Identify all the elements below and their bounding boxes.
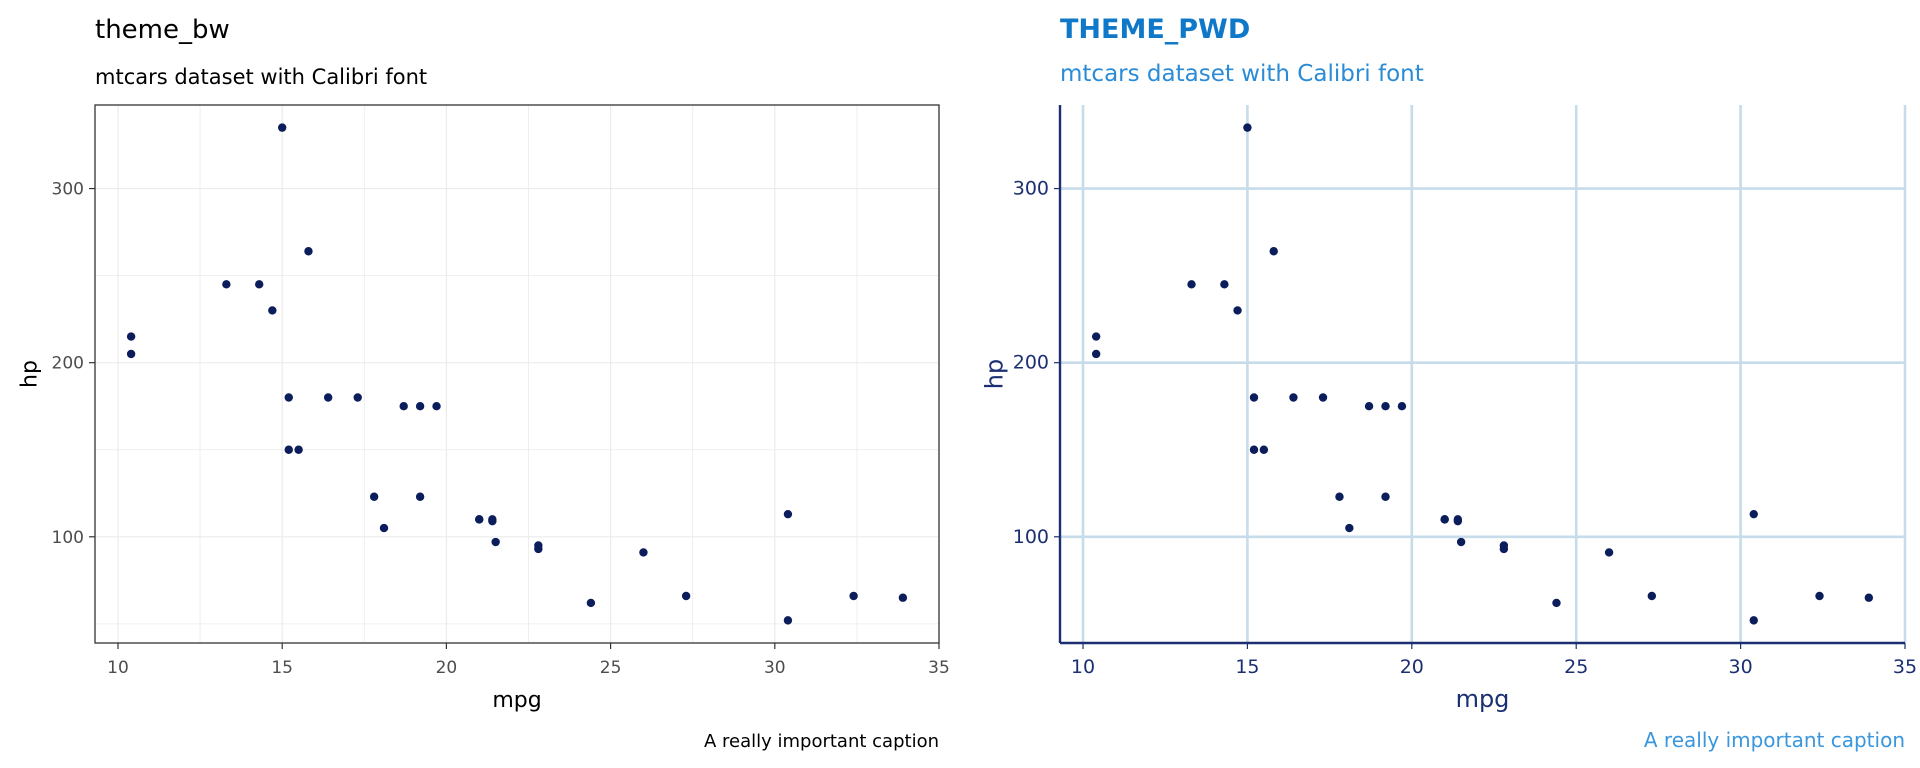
x-tick-label: 35: [1893, 656, 1917, 678]
x-tick-label: 10: [1071, 656, 1095, 678]
data-point: [1318, 393, 1328, 402]
x-tick-label: 15: [1235, 656, 1259, 678]
x-tick-label: 30: [764, 658, 786, 678]
data-point: [304, 247, 313, 256]
axis-lines: [1058, 105, 1905, 645]
y-tick-label: 100: [1013, 526, 1049, 548]
data-points: [126, 123, 908, 625]
data-point: [1749, 616, 1758, 625]
data-point: [1364, 402, 1374, 411]
chart-caption: A really important caption: [1644, 728, 1905, 752]
data-point: [1249, 393, 1259, 402]
chart-subtitle: mtcars dataset with Calibri font: [1060, 61, 1424, 87]
x-tick-label: 15: [271, 658, 293, 678]
data-point: [1091, 349, 1101, 359]
x-axis-label: mpg: [1456, 685, 1510, 713]
data-point: [284, 393, 293, 402]
data-point: [1381, 402, 1390, 411]
x-tick-label: 30: [1729, 656, 1753, 678]
x-axis-label: mpg: [492, 688, 541, 713]
chart-title: theme_bw: [95, 15, 230, 45]
gridlines: [1060, 105, 1907, 643]
data-point: [1345, 523, 1354, 533]
data-point: [415, 492, 425, 501]
data-point: [1289, 393, 1298, 402]
data-point: [415, 402, 425, 411]
data-point: [898, 593, 908, 602]
data-points: [1091, 123, 1874, 625]
data-point: [1187, 280, 1196, 289]
x-tick-label: 25: [600, 658, 622, 678]
x-tick-label: 20: [1400, 656, 1424, 678]
axis-ticks: 10 15 20 25 30 35 100 200 300: [52, 180, 950, 678]
data-point: [294, 445, 303, 454]
data-point: [222, 280, 231, 289]
y-tick-label: 200: [1013, 352, 1049, 374]
y-tick-label: 100: [52, 528, 84, 548]
y-axis-label: hp: [980, 359, 1008, 389]
data-point: [284, 445, 293, 454]
data-point: [1381, 492, 1390, 501]
data-point: [1604, 548, 1614, 557]
data-point: [1453, 516, 1463, 526]
data-point: [639, 548, 648, 557]
data-point: [1552, 598, 1561, 608]
x-tick-label: 20: [436, 658, 458, 678]
y-tick-label: 300: [52, 180, 84, 200]
y-axis-label: hp: [18, 360, 43, 388]
data-point: [1749, 509, 1758, 519]
data-point: [534, 541, 543, 550]
data-point: [1243, 123, 1252, 132]
data-point: [475, 515, 484, 524]
data-point: [126, 349, 136, 359]
data-point: [1269, 247, 1278, 256]
x-tick-label: 35: [928, 658, 950, 678]
chart-panel-theme-bw: theme_bw mtcars dataset with Calibri fon…: [18, 15, 950, 752]
data-point: [353, 393, 362, 402]
data-point: [1397, 402, 1407, 411]
gridlines: [95, 105, 940, 643]
data-point: [1233, 306, 1242, 315]
data-point: [126, 332, 136, 341]
data-point: [1091, 332, 1101, 341]
data-point: [1864, 593, 1874, 602]
data-point: [268, 306, 277, 315]
data-point: [783, 509, 793, 519]
chart-panel-theme-pwd: THEME_PWD mtcars dataset with Calibri fo…: [980, 14, 1917, 752]
data-point: [1815, 591, 1824, 601]
data-point: [1220, 280, 1229, 289]
x-tick-label: 10: [107, 658, 129, 678]
data-point: [323, 393, 333, 402]
data-point: [491, 537, 500, 547]
x-tick-label: 25: [1564, 656, 1588, 678]
axis-ticks: 10 15 20 25 30 35 100 200 300: [1013, 178, 1917, 678]
data-point: [277, 123, 287, 132]
data-point: [681, 591, 691, 601]
chart-title: THEME_PWD: [1060, 14, 1250, 45]
data-point: [369, 492, 379, 501]
data-point: [1249, 445, 1259, 454]
data-point: [488, 516, 497, 526]
y-tick-label: 200: [52, 354, 84, 374]
panel-border: [94, 104, 940, 644]
data-point: [1440, 515, 1449, 524]
data-point: [1647, 591, 1657, 601]
y-tick-label: 300: [1013, 178, 1049, 200]
data-point: [849, 591, 858, 601]
data-point: [783, 616, 793, 625]
data-point: [255, 280, 264, 289]
data-point: [1335, 492, 1344, 501]
data-point: [379, 523, 389, 533]
data-point: [586, 598, 596, 608]
data-point: [1456, 537, 1466, 547]
data-point: [1259, 445, 1269, 454]
data-point: [432, 402, 441, 411]
chart-subtitle: mtcars dataset with Calibri font: [95, 65, 427, 89]
data-point: [1499, 541, 1509, 550]
data-point: [399, 402, 408, 411]
chart-caption: A really important caption: [704, 731, 939, 752]
